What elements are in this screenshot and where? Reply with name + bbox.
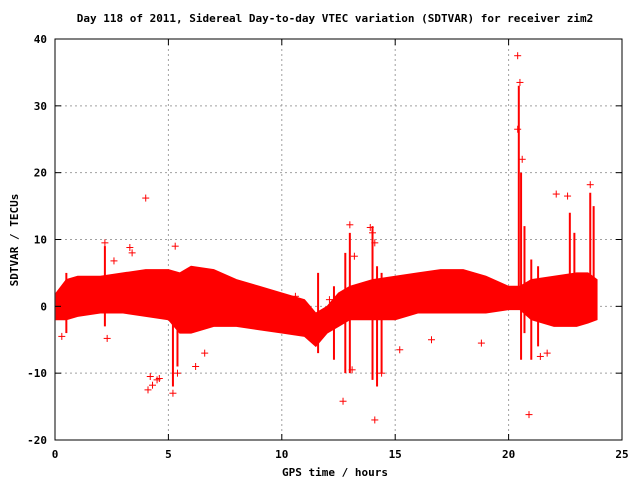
- data-point: [110, 257, 118, 265]
- data-point: [144, 386, 152, 394]
- data-point: [325, 296, 333, 304]
- data-point: [126, 244, 134, 252]
- data-point: [155, 375, 163, 383]
- data-point: [427, 336, 435, 344]
- data-point: [253, 286, 261, 294]
- data-point: [552, 190, 560, 198]
- data-points: [55, 52, 598, 424]
- data-point: [192, 362, 200, 370]
- data-point: [543, 349, 551, 357]
- data-point: [146, 373, 154, 381]
- data-point: [201, 349, 209, 357]
- data-point: [101, 239, 109, 247]
- x-tick-label: 0: [52, 448, 59, 461]
- data-point: [149, 381, 157, 389]
- y-tick-label: 20: [34, 167, 47, 180]
- data-band: [55, 265, 598, 348]
- data-point: [477, 339, 485, 347]
- x-tick-label: 20: [502, 448, 515, 461]
- data-point: [173, 369, 181, 377]
- data-point: [396, 346, 404, 354]
- y-tick-label: -20: [27, 434, 47, 447]
- data-point: [514, 52, 522, 60]
- data-point: [350, 252, 358, 260]
- y-axis-ticks: -20 -10 0 10 20 30 40: [27, 33, 622, 447]
- y-tick-label: 10: [34, 234, 47, 247]
- data-point: [58, 332, 66, 340]
- data-point: [514, 125, 522, 133]
- y-tick-label: 0: [40, 300, 47, 313]
- y-tick-label: 40: [34, 33, 47, 46]
- data-point: [586, 181, 594, 189]
- grid-lines: [55, 39, 622, 440]
- data-point: [305, 316, 313, 324]
- x-tick-label: 15: [389, 448, 402, 461]
- data-point: [525, 411, 533, 419]
- data-point: [291, 292, 299, 300]
- data-point: [366, 223, 374, 231]
- data-point: [128, 249, 136, 257]
- x-axis-ticks: 0 5 10 15 20 25: [52, 39, 629, 461]
- y-tick-label: -10: [27, 367, 47, 380]
- x-tick-label: 10: [275, 448, 288, 461]
- data-point: [378, 369, 386, 377]
- data-point: [516, 78, 524, 86]
- chart-title: Day 118 of 2011, Sidereal Day-to-day VTE…: [77, 12, 594, 25]
- data-point: [169, 389, 177, 397]
- data-point: [371, 416, 379, 424]
- x-axis-label: GPS time / hours: [282, 466, 388, 479]
- data-point: [371, 239, 379, 247]
- data-point: [171, 242, 179, 250]
- x-tick-label: 5: [165, 448, 172, 461]
- y-axis-label: SDTVAR / TECUs: [8, 194, 21, 287]
- x-tick-label: 25: [615, 448, 628, 461]
- y-tick-label: 30: [34, 100, 47, 113]
- data-point: [564, 192, 572, 200]
- data-point: [339, 397, 347, 405]
- data-point: [103, 334, 111, 342]
- data-point: [142, 194, 150, 202]
- data-point: [369, 229, 377, 237]
- data-point: [346, 221, 354, 229]
- data-point: [518, 155, 526, 163]
- data-point: [348, 366, 356, 374]
- data-point: [536, 352, 544, 360]
